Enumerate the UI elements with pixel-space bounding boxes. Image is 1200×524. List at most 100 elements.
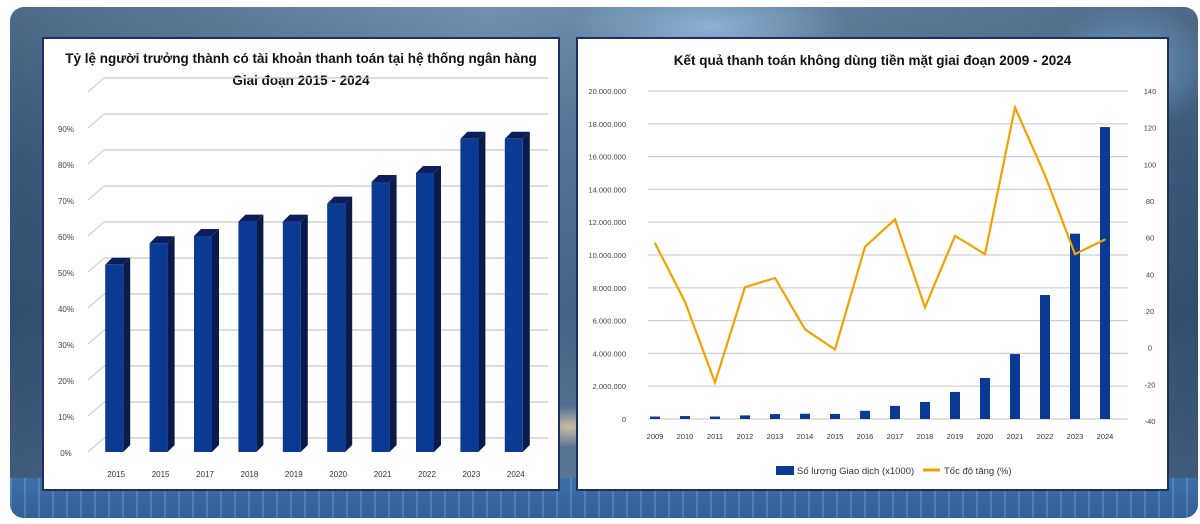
bar (800, 413, 810, 419)
y-left-tick-label: 20.000.000 (588, 87, 626, 96)
y-right-tick-label: 100 (1144, 160, 1157, 169)
bar (327, 196, 353, 452)
gridline-depth (87, 185, 105, 201)
y-left-tick-label: 12.000.000 (588, 218, 626, 227)
legend-swatch-transactions (776, 466, 794, 475)
growth-point (894, 218, 896, 221)
y-tick-label: 10% (58, 413, 74, 422)
bar-side (300, 214, 308, 452)
bar-front (460, 138, 479, 453)
x-tick-label: 2018 (917, 432, 934, 441)
bar-top (416, 166, 441, 173)
bar-front (416, 173, 434, 452)
growth-point (654, 242, 656, 244)
bar-top (327, 196, 353, 204)
bar-chart-adult-accounts: 0% 10% 20% 30% 40% 50% 60% 70% 80% 90% 2015 2015 201… (58, 77, 548, 479)
y-right-tick-label: -20 (1145, 380, 1156, 389)
growth-point (954, 235, 956, 237)
growth-point (924, 306, 926, 309)
bar-side (434, 166, 441, 452)
y-tick-label: 0% (60, 449, 72, 458)
growth-point (1044, 174, 1046, 177)
bar-side (256, 214, 264, 452)
growth-point (684, 301, 686, 303)
x-tick-label: 2018 (241, 470, 259, 479)
x-tick-label: 2022 (1037, 432, 1054, 441)
x-tick-label: 2021 (374, 470, 392, 479)
y-left-tick-label: 4.000.000 (593, 349, 626, 358)
bar-front (327, 203, 346, 452)
gridline-depth (87, 365, 105, 381)
bar (890, 405, 900, 419)
bar (371, 175, 397, 452)
x-tick-label: 2012 (737, 432, 754, 441)
y-tick-label: 70% (58, 197, 74, 206)
bar (920, 401, 930, 419)
x-tick-label: 2020 (329, 470, 347, 479)
x-tick-label: 2024 (1097, 432, 1114, 441)
growth-point (1104, 238, 1106, 241)
x-tick-label: 2019 (285, 470, 303, 479)
gridline-depth (87, 257, 105, 273)
x-tick-label: 2009 (647, 432, 664, 441)
growth-point (804, 328, 806, 331)
y-tick-label: 60% (58, 233, 74, 242)
combo-chart-cashless-payments: Số lượng Giao dịch (x1000) Tốc độ tăng (… (588, 87, 1157, 477)
bar (504, 131, 530, 453)
growth-point (1074, 253, 1076, 255)
gridline-depth (87, 293, 105, 309)
growth-point (834, 348, 836, 351)
y-right-tick-label: 140 (1144, 87, 1157, 96)
x-tick-label: 2019 (947, 432, 964, 441)
bar (1100, 127, 1110, 419)
bar-top (504, 131, 530, 139)
bar-side (212, 229, 219, 452)
y-tick-label: 40% (58, 305, 74, 314)
bar-top (105, 257, 131, 265)
x-tick-label: 2016 (857, 432, 874, 441)
bar-top (460, 131, 486, 139)
growth-point (864, 246, 866, 248)
y-right-tick-label: -40 (1145, 417, 1156, 426)
bar-side (167, 236, 175, 452)
bar (680, 416, 690, 419)
bar (740, 415, 750, 419)
y-tick-label: 90% (58, 125, 74, 134)
y-tick-label: 30% (58, 341, 74, 350)
y-left-tick-label: 2.000.000 (593, 382, 626, 391)
y-left-tick-label: 8.000.000 (593, 284, 626, 293)
y-left-tick-label: 0 (622, 415, 626, 424)
x-tick-label: 2017 (887, 432, 904, 441)
bar-front (149, 243, 168, 452)
y-right-tick-label: 0 (1148, 344, 1152, 353)
x-tick-label: 2023 (463, 470, 481, 479)
bar-top (282, 214, 308, 222)
y-tick-label: 80% (58, 161, 74, 170)
bar-front (105, 264, 124, 452)
y-tick-label: 20% (58, 377, 74, 386)
gridline-depth (87, 329, 105, 345)
bar (460, 131, 486, 453)
growth-point (744, 286, 746, 288)
bar-front (194, 236, 212, 452)
bar (710, 416, 720, 419)
y-left-tick-label: 16.000.000 (588, 153, 626, 162)
bar (980, 378, 990, 419)
x-tick-label: 2023 (1067, 432, 1084, 441)
x-tick-label: 2017 (196, 470, 214, 479)
bar-front (238, 221, 257, 452)
chart-panel-cashless-payments: Kết quả thanh toán không dùng tiền mặt g… (576, 37, 1169, 491)
x-tick-label: 2020 (977, 432, 994, 441)
gridline-depth (87, 77, 105, 93)
x-tick-label: 2015 (152, 470, 170, 479)
bar-front (504, 138, 523, 453)
growth-line (654, 103, 1106, 386)
bar (770, 414, 780, 419)
bar (416, 166, 441, 452)
chart-title: Kết quả thanh toán không dùng tiền mặt g… (673, 53, 1072, 68)
y-left-tick-label: 10.000.000 (588, 251, 626, 260)
bar-front (282, 221, 301, 452)
bar (282, 214, 308, 452)
bar (1070, 233, 1080, 419)
x-tick-label: 2015 (827, 432, 844, 441)
